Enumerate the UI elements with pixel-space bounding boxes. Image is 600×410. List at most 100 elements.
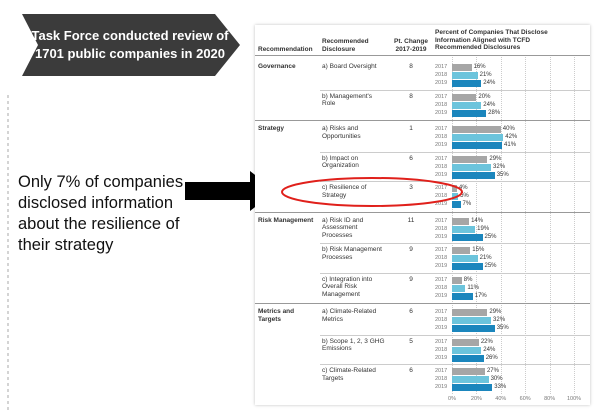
disclosure: a) Climate-Related Metrics [322,308,377,323]
value-label: 14% [471,217,484,224]
value-label: 20% [478,93,491,100]
year-label: 2019 [435,233,448,240]
value-label: 28% [488,109,501,116]
value-label: 19% [477,225,490,232]
value-label: 25% [484,263,497,269]
bar [452,384,493,391]
value-label: 15% [472,247,485,253]
pt-change: 6 [409,308,413,315]
bar [452,255,478,262]
bar [452,142,503,149]
value-label: 7% [462,201,472,207]
year-label: 2019 [435,201,448,207]
year-label: 2019 [435,171,448,178]
pt-change: 6 [409,367,413,374]
year-label: 2018 [435,346,448,353]
bar [452,185,457,192]
year-label: 2017 [435,126,448,132]
group-name: Governance [258,63,296,70]
bar [452,134,504,141]
pt-change: 11 [407,216,415,224]
value-label: 4% [458,185,468,191]
value-label: 33% [494,384,507,390]
bar [452,101,482,109]
bar [452,126,501,133]
pt-change: 5 [409,337,413,345]
value-label: 11% [467,284,479,291]
x-tick-label: 100% [566,395,582,402]
year-label: 2019 [435,292,448,299]
year-label: 2018 [435,101,448,108]
year-label: 2019 [435,325,448,331]
x-tick-label: 40% [495,395,507,402]
year-label: 2017 [435,247,448,253]
bar [452,276,462,284]
annotation: Only 7% of companies disclosed informati… [18,173,184,254]
disclosure: b) Management's Role [322,92,373,108]
header-percent: Percent of Companies That Disclose Infor… [435,29,548,51]
value-label: 42% [505,134,518,140]
value-label: 29% [489,155,502,162]
pt-change: 8 [409,92,413,100]
bar [452,368,485,375]
year-label: 2017 [435,276,448,283]
year-label: 2018 [435,134,448,140]
value-label: 22% [480,338,493,345]
bar [452,93,477,101]
value-label: 41% [504,142,517,148]
year-label: 2019 [435,354,448,361]
pt-change: 9 [409,246,413,253]
disclosure: b) Risk Management Processes [322,246,382,261]
pt-change: 1 [409,125,413,132]
bar [452,171,495,179]
disclosure: c) Resilience of Strategy [322,184,367,199]
value-label: 24% [483,80,496,86]
bar [452,325,495,332]
year-label: 2018 [435,255,448,261]
callout-banner [22,14,240,76]
year-label: 2017 [435,217,448,224]
bar [452,217,470,225]
row-rule [320,89,590,91]
value-label: 8% [463,276,473,283]
bar [452,64,472,71]
bar [452,72,478,79]
row-rule [320,334,590,336]
bar [452,317,492,324]
bar [452,193,459,200]
disclosure: b) Impact on Organization [322,154,359,170]
year-label: 2017 [435,338,448,345]
value-label: 21% [479,255,492,261]
row-rule [320,243,590,244]
value-label: 27% [486,368,499,374]
year-label: 2019 [435,263,448,269]
disclosure-table: Recommendation Recommended Disclosure Pt. … [255,25,590,405]
bar [452,109,487,117]
value-label: 5% [460,193,469,199]
x-tick-label: 20% [470,395,482,402]
bar [452,338,479,346]
year-label: 2019 [435,384,448,390]
grid-line [525,57,527,394]
header-disclosure: Recommended Disclosure [322,38,369,53]
disclosure: b) Scope 1, 2, 3 GHG Emissions [322,337,385,353]
grid-line [549,57,551,394]
x-tick-label: 80% [544,395,556,402]
row-rule [320,181,590,182]
year-label: 2019 [435,109,448,116]
row-rule [320,364,590,365]
header-rule [255,55,590,56]
pt-change: 6 [409,154,413,162]
grid-line [574,57,575,394]
value-label: 30% [490,376,503,382]
x-tick-label: 60% [519,395,531,402]
disclosure: c) Climate-Related Targets [322,367,376,382]
year-label: 2018 [435,284,448,291]
group-rule [255,211,590,213]
group-name: Risk Management [258,216,314,224]
group-rule [255,303,590,304]
bar [452,263,483,270]
year-label: 2017 [435,185,448,191]
